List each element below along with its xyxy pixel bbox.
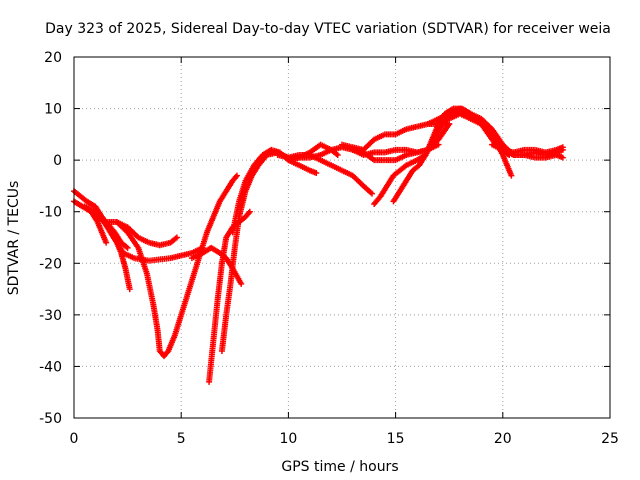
data-point [246,208,253,215]
x-axis-label: GPS time / hours [281,459,398,475]
x-tick-label: 0 [70,431,79,447]
y-tick-label: -50 [39,411,62,427]
data-point [233,172,240,179]
x-tick-label: 25 [601,431,619,447]
y-tick-label: -10 [39,205,62,221]
y-tick-label: 20 [44,50,62,66]
data-point [238,280,245,287]
data-point [559,144,566,151]
x-tick-label: 10 [279,431,297,447]
data-point [559,154,566,161]
data-point [103,239,110,246]
x-tick-label: 20 [494,431,512,447]
data-point [126,286,133,293]
y-tick-label: -30 [39,308,62,324]
x-tick-label: 15 [387,431,405,447]
series-arc-19 [489,141,566,156]
y-tick-label: 10 [44,102,62,118]
axis-ticks: 0 5 10 15 20 25 -50 -40 -30 -20 -10 0 10 20 [39,50,619,447]
data-point [313,170,320,177]
data-point [446,121,453,128]
plot-frame [73,56,611,419]
data-points [71,105,566,385]
y-tick-label: -20 [39,256,62,272]
series-arc-6 [113,172,240,360]
chart-title: Day 323 of 2025, Sidereal Day-to-day VTE… [45,21,611,37]
data-point [369,190,376,197]
data-point [124,244,131,251]
data-point [173,234,180,241]
y-axis-label: SDTVAR / TECUs [6,181,22,296]
grid [74,57,610,418]
data-point [334,151,341,158]
x-tick-label: 5 [177,431,186,447]
y-tick-label: -40 [39,359,62,375]
y-tick-label: 0 [53,153,62,169]
data-point [508,172,515,179]
